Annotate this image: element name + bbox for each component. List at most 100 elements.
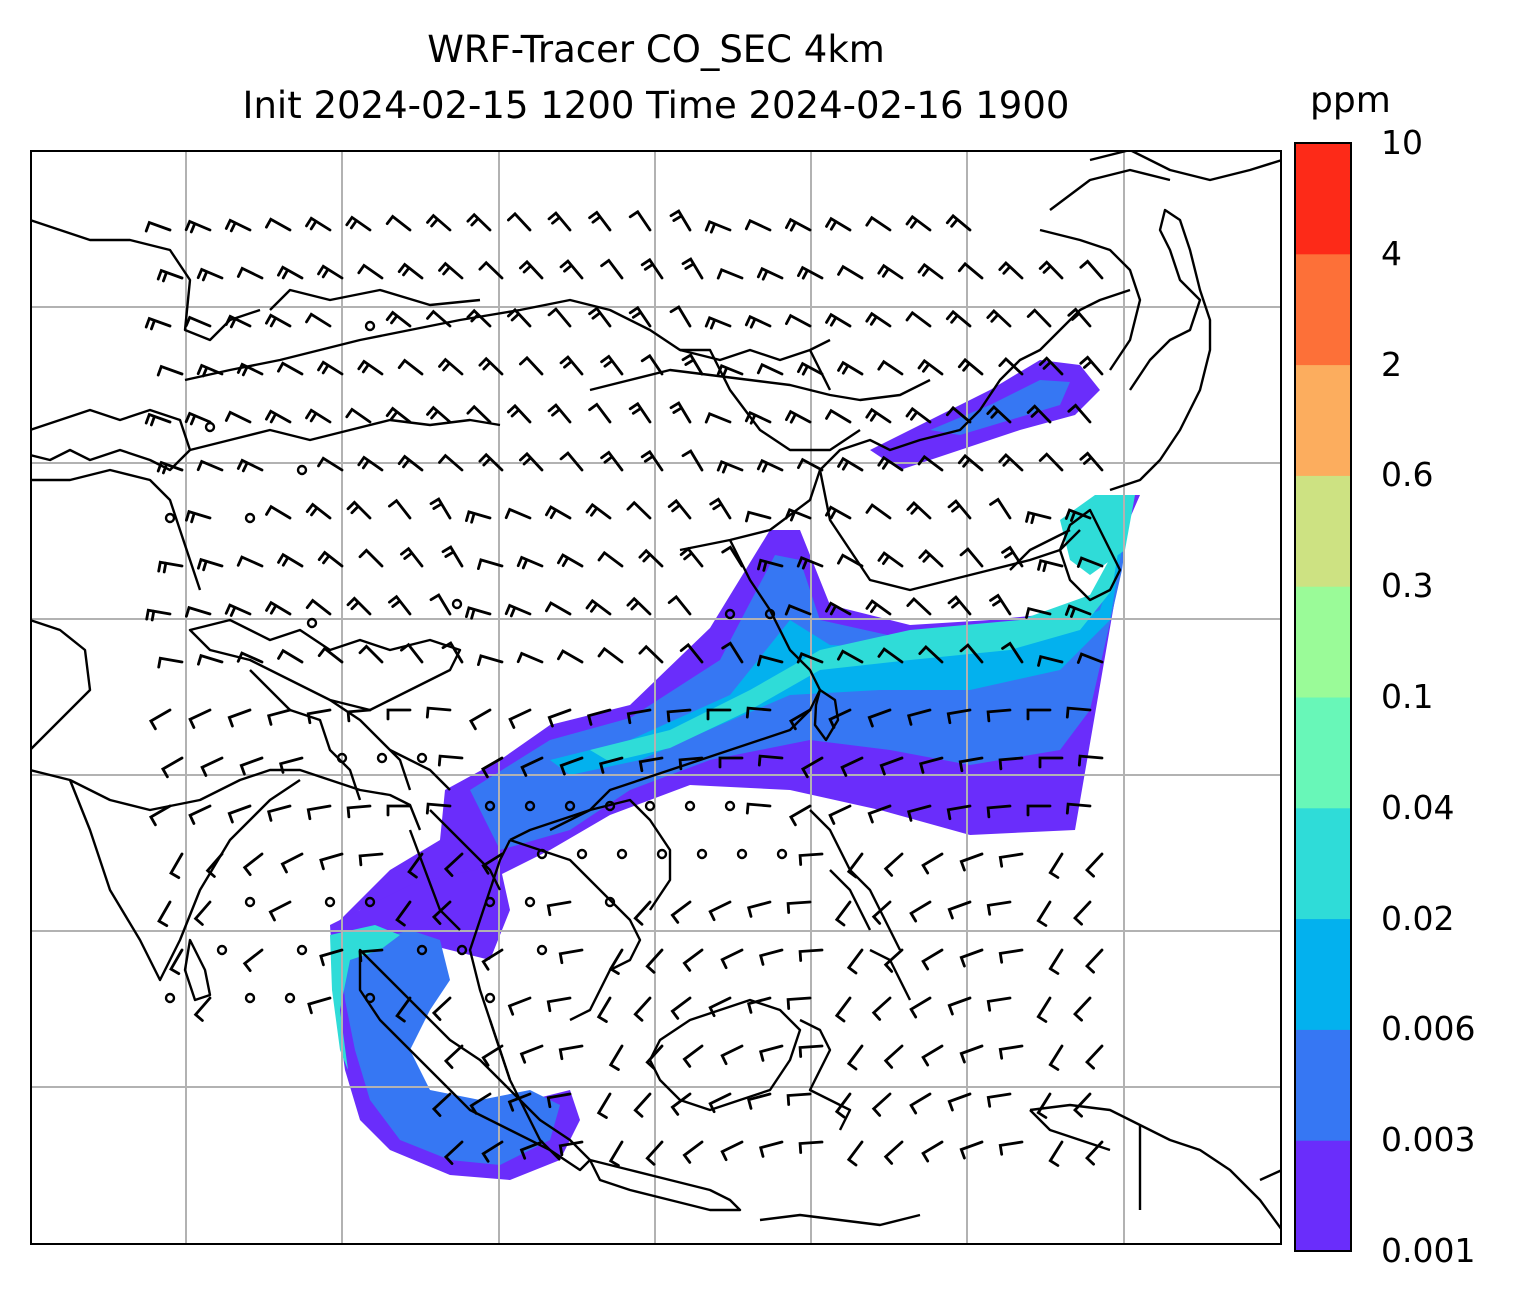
wind-barb xyxy=(846,852,864,879)
colorbar-segment xyxy=(1295,1029,1351,1141)
wind-barb xyxy=(157,560,184,574)
wind-barb xyxy=(798,1140,824,1154)
wind-barb xyxy=(236,555,264,568)
wind-barb xyxy=(986,804,1012,819)
calm-wind-marker xyxy=(164,512,176,524)
wind-barb xyxy=(1048,1140,1064,1167)
wind-barb xyxy=(358,548,384,568)
wind-barb xyxy=(825,312,852,328)
wind-barb xyxy=(986,1092,1012,1108)
wind-barb xyxy=(478,452,504,472)
wind-barb xyxy=(638,548,664,568)
wind-barb xyxy=(277,648,304,664)
calm-wind-marker xyxy=(644,800,656,812)
wind-barb xyxy=(438,453,464,472)
wind-barb xyxy=(758,948,784,966)
wind-barb xyxy=(669,209,692,232)
coastlines xyxy=(30,150,1282,1231)
wind-barb xyxy=(520,756,544,777)
wind-barb xyxy=(756,266,784,281)
wind-barb xyxy=(877,263,904,280)
wind-barb xyxy=(957,261,984,280)
wind-barb xyxy=(317,550,344,568)
wind-barb xyxy=(785,217,812,232)
wind-barb xyxy=(788,708,812,731)
wind-barb xyxy=(959,1140,984,1160)
colorbar-tick-label: 0.6 xyxy=(1381,455,1434,495)
wind-barb xyxy=(585,598,612,616)
wind-barb xyxy=(667,498,692,520)
colorbar-segment xyxy=(1295,364,1351,476)
wind-barb xyxy=(682,1044,704,1068)
wind-barb xyxy=(519,451,544,472)
wind-barb xyxy=(559,259,584,280)
wind-barb xyxy=(1076,556,1104,568)
wind-barb xyxy=(437,754,464,767)
wind-barb xyxy=(640,353,664,376)
wind-barb xyxy=(600,258,624,280)
calm-wind-marker xyxy=(244,512,256,524)
wind-barb xyxy=(266,708,292,726)
calm-wind-marker xyxy=(604,896,616,908)
wind-barb xyxy=(917,262,944,280)
wind-barb xyxy=(959,1044,984,1064)
wind-barb xyxy=(597,646,624,664)
wind-barb xyxy=(397,454,424,472)
wind-barb xyxy=(825,505,852,520)
wind-barb xyxy=(507,307,532,328)
wind-barb xyxy=(846,1140,864,1167)
wind-barb xyxy=(721,641,744,664)
wind-barb xyxy=(1001,545,1024,568)
wind-barb xyxy=(716,459,744,474)
wind-barb xyxy=(998,357,1024,376)
wind-barb xyxy=(745,510,772,523)
calm-wind-marker xyxy=(416,944,428,956)
wind-barb xyxy=(757,754,784,767)
calm-wind-marker xyxy=(376,752,388,764)
wind-barb xyxy=(1076,652,1104,664)
wind-barb xyxy=(481,852,504,875)
wind-barb xyxy=(1025,511,1052,525)
wind-barb xyxy=(465,606,492,620)
map-panel xyxy=(30,150,1282,1245)
wind-barb xyxy=(395,996,412,1023)
wind-barb xyxy=(558,1140,584,1157)
calm-wind-marker xyxy=(484,896,496,908)
wind-barb xyxy=(443,852,464,877)
wind-barb xyxy=(193,900,212,926)
wind-barb xyxy=(386,708,412,721)
wind-barb xyxy=(1073,996,1092,1022)
wind-barb xyxy=(1026,804,1052,817)
wind-barb xyxy=(828,804,852,825)
colorbar xyxy=(1294,142,1352,1252)
wind-barb xyxy=(669,305,692,328)
wind-barb xyxy=(516,651,544,664)
calm-wind-marker xyxy=(484,800,496,812)
wind-barb xyxy=(998,1140,1024,1156)
wind-barb xyxy=(305,216,332,232)
calm-wind-marker xyxy=(696,848,708,860)
wind-barb xyxy=(196,459,224,472)
wind-barb xyxy=(1038,260,1064,280)
map-title-line1: WRF-Tracer CO_SEC 4km xyxy=(427,28,885,71)
wind-barb xyxy=(546,996,572,1013)
wind-barb xyxy=(357,263,384,280)
wind-barb xyxy=(721,545,744,568)
wind-barb xyxy=(959,852,984,872)
wind-barb xyxy=(645,1140,664,1166)
wind-barb xyxy=(946,804,972,821)
wind-barb xyxy=(197,557,224,572)
wind-barb xyxy=(959,643,984,664)
co-tracer-plume xyxy=(330,360,1140,1180)
wind-barb xyxy=(144,220,172,233)
wind-barb xyxy=(196,363,224,378)
wind-barb xyxy=(224,314,252,329)
wind-barb xyxy=(465,510,492,524)
wind-barb xyxy=(277,265,304,280)
wind-barb xyxy=(786,1092,812,1106)
wind-barb xyxy=(877,551,904,568)
wind-barb xyxy=(397,262,424,280)
wind-barb xyxy=(317,264,344,280)
calm-wind-marker xyxy=(616,848,628,860)
wind-barb xyxy=(706,708,732,721)
